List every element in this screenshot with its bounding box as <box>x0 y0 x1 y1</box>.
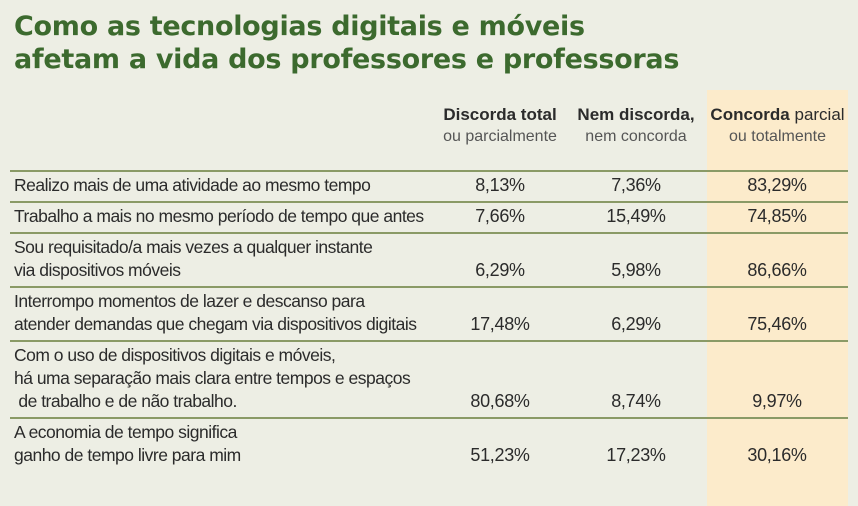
row-value-1: 8,13% <box>475 175 525 195</box>
table-row: A economia de tempo significa ganho de t… <box>0 417 858 471</box>
row-value-3: 75,46% <box>747 314 807 334</box>
column-header-concorda-rest: parcial <box>789 105 845 124</box>
column-header-discorda: Discorda total ou parcialmente <box>440 104 560 148</box>
row-value-3: 74,85% <box>747 206 807 226</box>
column-header-nem: Nem discorda, nem concorda <box>566 104 706 148</box>
row-value-1: 6,29% <box>475 260 525 280</box>
column-header-discorda-line2: ou parcialmente <box>443 128 557 145</box>
page-title: Como as tecnologias digitais e móveis af… <box>14 10 814 76</box>
row-value-2: 17,23% <box>606 445 666 465</box>
column-header-concorda-bold: Concorda <box>710 105 790 124</box>
row-divider <box>10 232 848 234</box>
table-row: Sou requisitado/a mais vezes a qualquer … <box>0 232 858 286</box>
row-label: Realizo mais de uma atividade ao mesmo t… <box>14 175 371 195</box>
row-divider <box>10 340 848 342</box>
row-value-3: 9,97% <box>752 391 802 411</box>
row-value-1: 51,23% <box>470 445 530 465</box>
row-label: Com o uso de dispositivos digitais e móv… <box>14 345 411 411</box>
highlight-column-concorda <box>707 90 848 506</box>
table-row: Com o uso de dispositivos digitais e móv… <box>0 340 858 417</box>
row-value-1: 80,68% <box>470 391 530 411</box>
column-header-concorda-line2: ou totalmente <box>729 128 826 145</box>
table-row: Trabalho a mais no mesmo período de temp… <box>0 201 858 232</box>
column-header-nem-line1: Nem discorda, <box>577 105 695 124</box>
column-header-concorda: Concorda parcial ou totalmente <box>707 104 848 148</box>
row-value-2: 7,36% <box>611 175 661 195</box>
row-value-2: 5,98% <box>611 260 661 280</box>
table-row: Interrompo momentos de lazer e descanso … <box>0 286 858 340</box>
row-label: Interrompo momentos de lazer e descanso … <box>14 291 417 334</box>
row-divider <box>10 417 848 419</box>
row-value-3: 30,16% <box>747 445 807 465</box>
row-value-3: 83,29% <box>747 175 807 195</box>
row-value-2: 8,74% <box>611 391 661 411</box>
row-value-2: 15,49% <box>606 206 666 226</box>
row-value-2: 6,29% <box>611 314 661 334</box>
column-header-discorda-line1: Discorda total <box>443 105 557 124</box>
row-value-1: 7,66% <box>475 206 525 226</box>
row-divider <box>10 201 848 203</box>
column-header-nem-line2: nem concorda <box>585 128 687 145</box>
title-line-1: Como as tecnologias digitais e móveis <box>14 11 585 42</box>
row-divider <box>10 286 848 288</box>
row-label: A economia de tempo significa ganho de t… <box>14 422 241 465</box>
row-divider <box>10 170 848 172</box>
table-row: Realizo mais de uma atividade ao mesmo t… <box>0 170 858 201</box>
row-label: Trabalho a mais no mesmo período de temp… <box>14 206 424 226</box>
title-line-2: afetam a vida dos professores e professo… <box>14 44 680 75</box>
row-label: Sou requisitado/a mais vezes a qualquer … <box>14 237 373 280</box>
row-value-3: 86,66% <box>747 260 807 280</box>
row-value-1: 17,48% <box>470 314 530 334</box>
